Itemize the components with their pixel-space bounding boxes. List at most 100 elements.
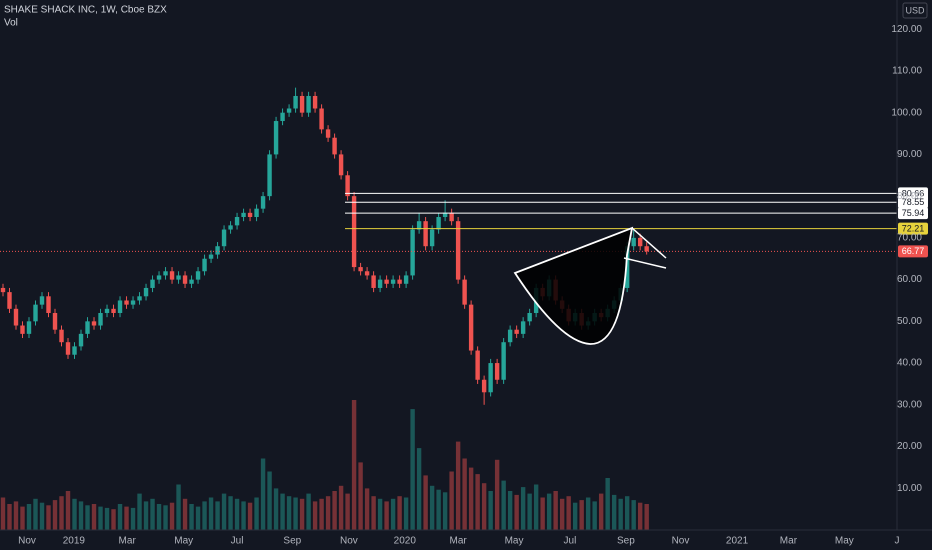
candle-body (338, 154, 344, 176)
volume-bar (442, 492, 448, 530)
volume-bar (514, 494, 519, 530)
candle-body (247, 212, 253, 218)
volume-bar (150, 498, 155, 530)
last-price-label: 66.77 (902, 246, 925, 256)
volume-bar (26, 504, 32, 530)
volume-bar (137, 493, 142, 530)
volume-bar (13, 501, 19, 530)
candle-body (325, 129, 331, 138)
candle-body (234, 217, 240, 226)
candle-body (403, 275, 409, 284)
volume-bar (293, 497, 298, 530)
x-tick-label: Nov (18, 536, 36, 547)
candle-body (91, 321, 97, 326)
volume-bar (507, 491, 513, 530)
candle-body (111, 308, 116, 313)
volume-bar (468, 467, 474, 530)
candle-body (299, 95, 305, 113)
candle-body (280, 112, 285, 122)
volume-bar (605, 478, 610, 530)
candle-body (117, 300, 123, 313)
candle-body (0, 287, 6, 293)
volume-bar (52, 500, 58, 530)
volume-bar (494, 459, 500, 530)
candle-body (436, 217, 441, 230)
volume-bar (176, 484, 181, 530)
volume-bar (403, 497, 409, 530)
volume-bar (410, 409, 415, 530)
candle-body (260, 196, 266, 209)
candle-body (163, 271, 168, 276)
candle-body (397, 279, 402, 284)
volume-bar (78, 501, 84, 530)
volume-bar (527, 493, 532, 530)
volume-bar (598, 493, 604, 530)
y-tick-label: 10.00 (897, 483, 922, 494)
volume-bar (488, 491, 493, 530)
volume-bar (59, 496, 64, 530)
x-tick-label: Mar (450, 536, 468, 547)
candle-body (410, 229, 415, 276)
volume-bar (241, 501, 246, 530)
volume-bar (254, 497, 259, 530)
candle-body (137, 296, 142, 301)
y-tick-label: 80.00 (897, 191, 922, 202)
volume-bar (540, 497, 545, 530)
volume-bar (449, 471, 454, 530)
candle-body (13, 308, 19, 326)
candle-body (520, 321, 526, 334)
candle-body (390, 279, 396, 284)
currency[interactable]: USD (905, 5, 925, 15)
level-label: 78.55 (902, 197, 925, 207)
candle-body (52, 312, 58, 330)
volume-bar (234, 498, 240, 530)
volume-bar (358, 462, 363, 530)
volume-bar (332, 491, 337, 530)
x-tick-label: Jul (564, 536, 577, 547)
volume-bar (273, 488, 279, 530)
candle-body (267, 154, 272, 197)
volume-bar (299, 498, 305, 530)
candle-body (423, 221, 428, 247)
volume-bar (429, 485, 435, 530)
candle-body (202, 258, 207, 272)
volume-bar (7, 504, 12, 530)
x-tick-label: May (174, 536, 193, 547)
candle-body (462, 279, 467, 305)
candle-body (358, 267, 363, 272)
candle-body (416, 221, 422, 230)
candle-body (208, 254, 214, 259)
volume-bar (72, 498, 77, 530)
x-tick-label: Sep (617, 536, 635, 547)
volume-pane (0, 400, 649, 530)
candle-body (7, 292, 12, 309)
x-tick-label: Jul (231, 536, 244, 547)
candle-body (176, 275, 181, 280)
candle-body (104, 308, 110, 313)
volume-bar (631, 500, 636, 530)
y-tick-label: 120.00 (891, 24, 922, 35)
volume-bar (546, 493, 552, 530)
volume-bar (189, 504, 194, 530)
currency-box[interactable] (902, 2, 928, 19)
candle-body (65, 342, 71, 355)
y-tick-label: 60.00 (897, 274, 922, 285)
volume-bar (221, 493, 227, 530)
volume-bar (416, 448, 422, 530)
volume-bar (85, 505, 90, 530)
candle-body (481, 379, 487, 393)
volume-bar (130, 507, 136, 530)
volume-bar (390, 498, 396, 530)
volume-bar (46, 505, 51, 530)
volume-bar (202, 501, 207, 530)
volume-bar (143, 501, 149, 530)
volume-bar (111, 509, 116, 530)
volume-bar (208, 497, 214, 530)
candle-body (624, 246, 630, 288)
candle-body (195, 271, 201, 280)
volume-bar (91, 504, 97, 530)
candle-body (78, 333, 84, 347)
candle-body (72, 346, 77, 355)
candle-body (306, 95, 311, 113)
